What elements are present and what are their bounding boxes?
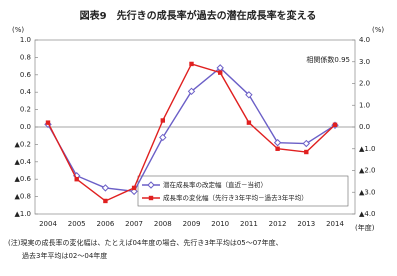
x-tick-label: 2005 xyxy=(68,220,86,228)
point xyxy=(160,118,165,123)
chart-title: 図表9 先行きの成長率が過去の潜在成長率を変える xyxy=(80,9,317,22)
point xyxy=(74,177,79,182)
point xyxy=(45,120,51,125)
y-tick-label: ▲1.0 xyxy=(14,210,31,218)
point xyxy=(218,70,223,75)
point xyxy=(304,149,309,155)
y-unit: (%) xyxy=(12,26,24,34)
y-tick-label: 0.2 xyxy=(20,106,31,114)
y-tick-label: 1.0 xyxy=(20,36,31,44)
note: (注)現実の成長率の変化幅は、たとえば04年度の場合、先行き3年平均は05～07… xyxy=(8,238,283,247)
x-tick-label: 2006 xyxy=(96,220,114,228)
point xyxy=(273,138,282,147)
y-tick-label: 0.0 xyxy=(20,123,31,131)
x-tick-label: 2014 xyxy=(326,220,344,228)
x-tick-label: 2009 xyxy=(183,220,201,228)
y-tick-label: 0.6 xyxy=(20,71,32,79)
point xyxy=(245,91,253,99)
x-tick-label: 2011 xyxy=(240,220,258,228)
y2-tick-label: ▲1.0 xyxy=(359,145,376,153)
y2-tick-label: ▲4.0 xyxy=(359,210,376,218)
legend-label: 潜在成長率の改定幅（直近－当初） xyxy=(163,180,267,189)
y2-tick-label: 0.0 xyxy=(359,123,370,131)
y-tick-label: ▲0.8 xyxy=(14,193,31,201)
point xyxy=(131,185,137,191)
point xyxy=(246,120,252,125)
series-line xyxy=(47,66,336,193)
point xyxy=(332,122,338,128)
y2-tick-label: 2.0 xyxy=(359,80,370,88)
point xyxy=(302,139,311,148)
y-tick-label: ▲0.2 xyxy=(14,140,31,148)
y-tick-label: ▲0.6 xyxy=(14,175,31,183)
point xyxy=(103,198,108,204)
x-tick-label: 2013 xyxy=(297,220,315,228)
y2-tick-label: 4.0 xyxy=(359,36,370,44)
point xyxy=(101,184,110,192)
x-tick-label: 2008 xyxy=(154,220,172,228)
annotation: 相関係数0.95 xyxy=(306,55,350,64)
x-tick-label: 2012 xyxy=(269,220,287,228)
y2-unit: (%) xyxy=(372,26,384,34)
y-tick-label: ▲0.4 xyxy=(14,158,31,166)
y2-tick-label: ▲2.0 xyxy=(359,167,376,175)
y-tick-label: 0.8 xyxy=(20,53,31,61)
point xyxy=(159,133,167,142)
legend-box xyxy=(137,175,349,207)
y2-tick-label: 3.0 xyxy=(359,58,370,66)
note: 過去3年平均は02～04年度 xyxy=(22,251,107,260)
y2-tick-label: ▲3.0 xyxy=(359,188,376,196)
legend-marker xyxy=(147,181,155,189)
x-tick-label: 2004 xyxy=(39,220,57,228)
legend-label: 成長率の変化幅（先行き3年平均－過去3年平均） xyxy=(163,193,308,202)
point xyxy=(187,87,196,96)
point xyxy=(275,146,280,151)
x-tick-label: 2007 xyxy=(125,220,143,228)
y2-tick-label: 1.0 xyxy=(359,101,370,109)
x-unit: (年度) xyxy=(355,223,375,232)
point xyxy=(189,61,194,67)
y-tick-label: 0.4 xyxy=(20,88,32,96)
x-tick-label: 2010 xyxy=(211,220,229,228)
legend-marker xyxy=(148,195,154,201)
